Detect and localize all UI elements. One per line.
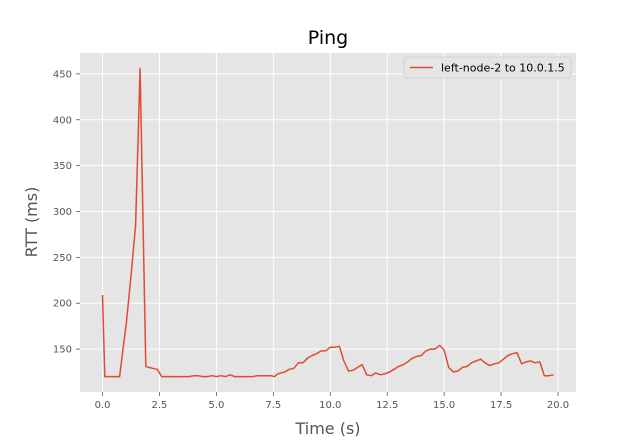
y-tick-label: 300 [53, 207, 72, 218]
chart-title: Ping [308, 27, 348, 49]
plot-area [80, 53, 576, 392]
x-tick-label: 15.0 [433, 400, 455, 411]
x-tick-label: 12.5 [376, 400, 398, 411]
x-tick-label: 0.0 [95, 400, 111, 411]
x-tick-label: 10.0 [319, 400, 341, 411]
y-tick-label: 400 [53, 115, 72, 126]
y-tick-label: 450 [53, 69, 72, 80]
x-tick-label: 5.0 [208, 400, 224, 411]
x-tick-label: 20.0 [547, 400, 569, 411]
legend: left-node-2 to 10.0.1.5 [404, 57, 571, 78]
x-tick-label: 2.5 [152, 400, 168, 411]
y-tick-label: 250 [53, 253, 72, 264]
legend-label: left-node-2 to 10.0.1.5 [441, 62, 565, 75]
x-axis-ticks: 0.0 2.5 5.0 7.5 10.0 12.5 15.0 17.5 20.0 [95, 392, 570, 411]
y-tick-label: 350 [53, 161, 72, 172]
x-tick-label: 7.5 [265, 400, 281, 411]
y-axis-label: RTT (ms) [22, 187, 41, 258]
y-axis-ticks: 150 200 250 300 350 400 450 [53, 69, 80, 355]
x-tick-label: 17.5 [490, 400, 512, 411]
x-axis-label: Time (s) [294, 419, 360, 438]
y-tick-label: 150 [53, 345, 72, 356]
y-tick-label: 200 [53, 299, 72, 310]
